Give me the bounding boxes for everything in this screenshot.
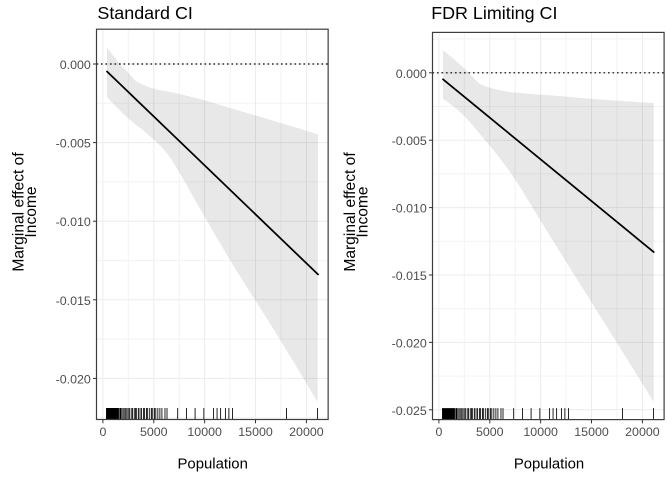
svg-text:Marginal effect of: Marginal effect of — [342, 152, 359, 272]
svg-text:-0.010: -0.010 — [392, 202, 427, 216]
svg-text:10000: 10000 — [523, 425, 558, 439]
svg-text:10000: 10000 — [187, 425, 222, 439]
svg-text:-0.005: -0.005 — [56, 137, 91, 151]
svg-text:15000: 15000 — [574, 425, 609, 439]
svg-text:Standard CI: Standard CI — [97, 3, 192, 23]
svg-text:-0.015: -0.015 — [392, 269, 427, 283]
svg-text:Income: Income — [23, 186, 40, 237]
svg-text:Population: Population — [514, 457, 584, 473]
svg-text:Marginal effect of: Marginal effect of — [11, 152, 28, 272]
svg-text:0.000: 0.000 — [60, 58, 91, 72]
svg-text:15000: 15000 — [238, 425, 273, 439]
svg-text:5000: 5000 — [476, 425, 504, 439]
svg-text:-0.005: -0.005 — [392, 134, 427, 148]
svg-text:-0.020: -0.020 — [56, 372, 91, 386]
svg-text:FDR Limiting CI: FDR Limiting CI — [431, 3, 557, 23]
svg-text:5000: 5000 — [140, 425, 168, 439]
svg-text:-0.020: -0.020 — [392, 336, 427, 350]
svg-text:20000: 20000 — [289, 425, 324, 439]
svg-text:0: 0 — [435, 425, 442, 439]
svg-text:0.000: 0.000 — [396, 67, 427, 81]
svg-text:Income: Income — [355, 186, 372, 237]
svg-text:0: 0 — [99, 425, 106, 439]
svg-text:-0.015: -0.015 — [56, 294, 91, 308]
svg-text:-0.010: -0.010 — [56, 215, 91, 229]
svg-text:Population: Population — [178, 457, 248, 473]
svg-text:-0.025: -0.025 — [392, 404, 427, 418]
svg-text:20000: 20000 — [625, 425, 660, 439]
